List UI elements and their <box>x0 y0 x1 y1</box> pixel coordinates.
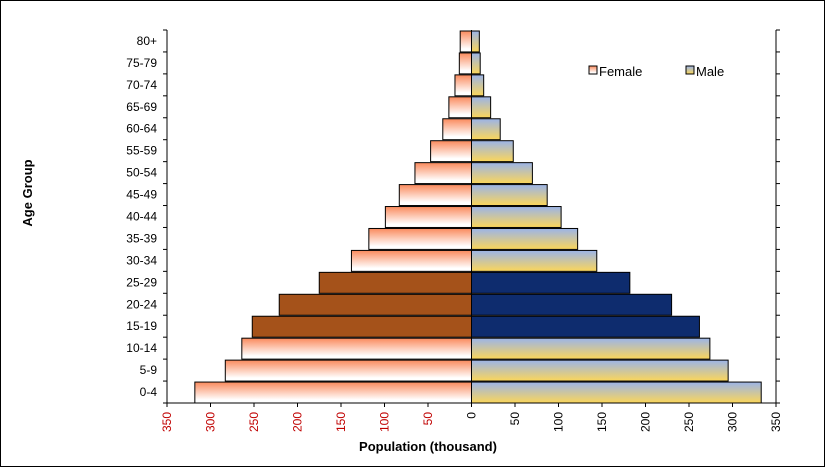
y-tick-label: 70-74 <box>126 78 157 92</box>
bar-female-0-4 <box>194 381 472 404</box>
legend: Female Male <box>588 64 724 79</box>
y-tick-label: 15-19 <box>126 319 157 333</box>
bar-female-65-69 <box>448 96 473 119</box>
ticks-group: 0-4 5-9 10-14 15-19 20-24 25-29 30-34 35-39 40-4… <box>126 29 783 432</box>
bar-female-35-39 <box>368 227 472 250</box>
y-tick-label: 65-69 <box>126 100 157 114</box>
bar-female-60-64 <box>442 118 473 141</box>
y-tick-label: 20-24 <box>126 297 157 311</box>
bar-male-25-29 <box>471 271 631 294</box>
legend-label-male: Male <box>696 64 724 79</box>
bars-group <box>194 30 762 404</box>
bar-female-45-49 <box>398 184 473 207</box>
bar-male-35-39 <box>471 227 579 250</box>
y-tick-label: 55-59 <box>126 144 157 158</box>
y-tick-label: 80+ <box>137 34 157 48</box>
y-axis-title: Age Group <box>20 159 35 226</box>
bar-female-10-14 <box>241 337 472 360</box>
bar-male-50-54 <box>471 162 533 185</box>
y-tick-label: 30-34 <box>126 253 157 267</box>
x-tick-label: 150 <box>595 412 609 432</box>
bar-male-5-9 <box>471 359 729 382</box>
x-axis-title: Population (thousand) <box>359 439 497 454</box>
y-tick-label: 75-79 <box>126 56 157 70</box>
x-tick-label: 50 <box>421 412 435 426</box>
y-tick-label: 10-14 <box>126 341 157 355</box>
y-tick-label: 45-49 <box>126 188 157 202</box>
bar-male-15-19 <box>471 315 700 338</box>
bar-female-5-9 <box>224 359 472 382</box>
x-tick-label: 250 <box>247 412 261 432</box>
x-tick-label: 350 <box>769 412 783 432</box>
legend-label-female: Female <box>599 64 642 79</box>
bar-male-20-24 <box>471 293 673 316</box>
legend-swatch-female <box>588 65 598 75</box>
bar-female-75-79 <box>458 52 473 75</box>
legend-swatch-male <box>685 65 695 75</box>
bar-male-70-74 <box>471 74 485 97</box>
x-tick-label: 300 <box>204 412 218 432</box>
x-tick-label: 50 <box>508 412 522 426</box>
x-tick-label: 150 <box>334 412 348 432</box>
y-tick-label: 5-9 <box>140 363 158 377</box>
x-tick-label: 300 <box>726 412 740 432</box>
bar-male-10-14 <box>471 337 711 360</box>
bar-female-20-24 <box>278 293 473 316</box>
y-tick-label: 60-64 <box>126 122 157 136</box>
bar-male-65-69 <box>471 96 492 119</box>
bar-female-80+ <box>459 30 473 53</box>
bar-male-30-34 <box>471 249 598 272</box>
x-tick-label: 200 <box>291 412 305 432</box>
bar-male-80+ <box>471 30 480 53</box>
x-tick-label: 200 <box>639 412 653 432</box>
bar-male-55-59 <box>471 140 514 163</box>
y-tick-label: 50-54 <box>126 166 157 180</box>
bar-female-70-74 <box>454 74 473 97</box>
bar-female-15-19 <box>251 315 472 338</box>
bar-female-30-34 <box>350 249 472 272</box>
y-tick-label: 40-44 <box>126 210 157 224</box>
bar-female-40-44 <box>384 206 472 228</box>
bar-male-60-64 <box>471 118 501 141</box>
bar-female-50-54 <box>414 162 473 185</box>
bar-male-0-4 <box>471 381 762 404</box>
bar-female-25-29 <box>318 271 472 294</box>
x-tick-label: 250 <box>682 412 696 432</box>
y-tick-label: 35-39 <box>126 231 157 245</box>
y-tick-label: 25-29 <box>126 275 157 289</box>
x-tick-label: 0 <box>465 412 479 419</box>
bar-male-40-44 <box>471 206 562 228</box>
x-tick-label: 100 <box>378 412 392 432</box>
bar-male-45-49 <box>471 184 548 207</box>
bar-female-55-59 <box>430 140 472 163</box>
x-tick-label: 350 <box>160 412 174 432</box>
y-tick-label: 0-4 <box>140 385 158 399</box>
bar-male-75-79 <box>471 52 481 75</box>
x-tick-label: 100 <box>552 412 566 432</box>
